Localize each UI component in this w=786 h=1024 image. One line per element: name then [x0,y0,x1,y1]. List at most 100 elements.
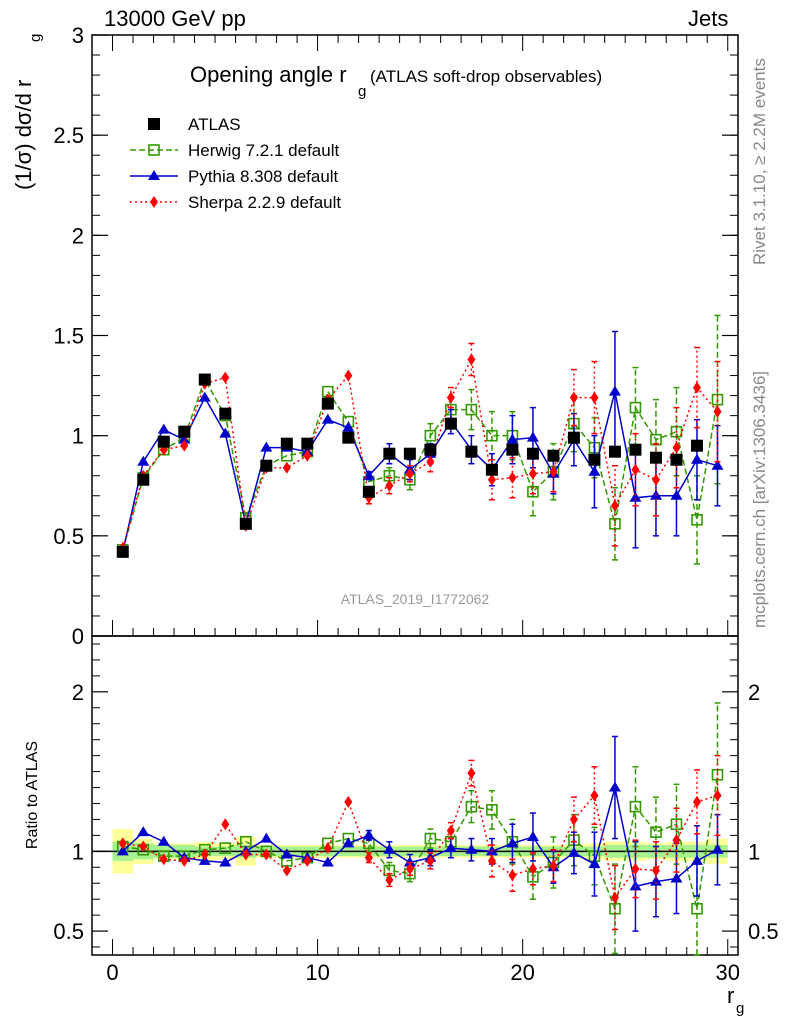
ratio-line [122,770,718,900]
legend-label: ATLAS [188,115,241,134]
ratio-series-herwig [116,702,724,956]
ratio-point [631,862,640,875]
ratio-point [690,854,703,865]
y-tick-label: 2 [72,223,84,248]
ratio-point [180,854,189,867]
data-point [465,403,478,416]
ratio-point [116,845,129,856]
ratio-point [506,837,519,848]
plot-title-detail: (ATLAS soft-drop observables) [370,67,602,86]
series-line [122,357,719,549]
series-atlas [116,373,703,558]
data-point [260,441,273,452]
ratio-point [629,880,642,891]
ratio-point [137,826,150,837]
data-point [362,485,375,498]
legend-marker [148,170,160,180]
data-point [588,453,601,466]
data-point [180,439,189,452]
ratio-point [364,851,373,864]
data-point [321,397,334,410]
ratio-point [219,842,232,854]
data-point [219,407,232,420]
data-point [629,443,642,456]
series-pythia [116,330,724,556]
ratio-line [122,774,719,912]
ratio-point [486,804,498,816]
ratio-point [221,818,230,831]
ratio-point [508,869,517,882]
ratio-point [528,862,537,875]
data-point [280,437,293,450]
y-tick-label: 1.5 [53,324,84,349]
ratio-point [280,848,293,859]
ratio-y-tick-label-right: 1 [748,839,760,864]
ratio-point [672,834,681,847]
data-point [526,431,539,442]
main-plot: 0 0.5 1 1.5 2 2.5 3 Opening angle r g (ATLAS sof… [11,23,739,649]
ratio-point [403,856,416,867]
y-axis-label-subscript: g [27,34,44,42]
mcplots-text: mcplots.cern.ch [arXiv:1306.3436] [750,370,769,628]
data-point [487,473,496,486]
data-point [426,455,435,468]
data-point [506,443,519,456]
data-point [403,447,416,460]
ratio-point [344,795,353,808]
ratio-point [650,826,662,838]
data-point [178,433,191,444]
ratio-point [549,859,558,872]
data-point [405,467,414,480]
data-point [567,431,580,444]
data-point [690,453,703,464]
data-point [486,429,498,442]
ratio-y-tick-label-right: 0.5 [748,919,779,944]
data-point [610,499,619,512]
data-point [547,449,560,462]
data-point [137,455,150,466]
legend-label: Sherpa 2.2.9 default [188,193,341,212]
data-point [649,451,662,464]
ratio-point [385,874,394,887]
series-line [122,377,719,551]
data-point [221,371,230,384]
legend-marker [150,196,158,208]
ratio-y-tick-label-right: 2 [748,680,760,705]
ratio-y-tick-label: 0.5 [53,919,84,944]
ratio-point [691,902,703,915]
data-point [692,381,701,394]
data-point [631,463,640,476]
ratio-point [588,858,601,869]
rivet-version-text: Rivet 3.1.10, ≥ 2.2M events [750,58,769,265]
data-point [321,413,334,424]
data-point [344,369,353,382]
legend-marker [148,118,160,130]
ratio-line [122,787,718,888]
data-point [282,461,291,474]
x-tick-label: 30 [716,960,740,985]
data-point [629,401,642,414]
ratio-point [465,843,478,854]
ratio-point [610,891,619,904]
data-point [690,439,703,452]
data-point [711,393,724,406]
y-tick-label: 0 [72,624,84,649]
data-point [485,463,498,476]
data-point [219,427,232,438]
ratio-point [362,829,375,840]
ratio-point [426,854,435,867]
data-point [711,459,724,470]
x-tick-label: 0 [106,960,118,985]
data-point [157,435,170,448]
ratio-point [467,767,476,780]
x-tick-label: 20 [510,960,534,985]
x-tick-label: 10 [305,960,329,985]
ratio-point [262,848,271,861]
data-point [385,479,394,492]
ratio-point [608,781,621,792]
ratio-point [670,818,683,831]
data-point [713,405,722,418]
data-point [608,385,621,396]
y-tick-label: 1 [72,424,84,449]
